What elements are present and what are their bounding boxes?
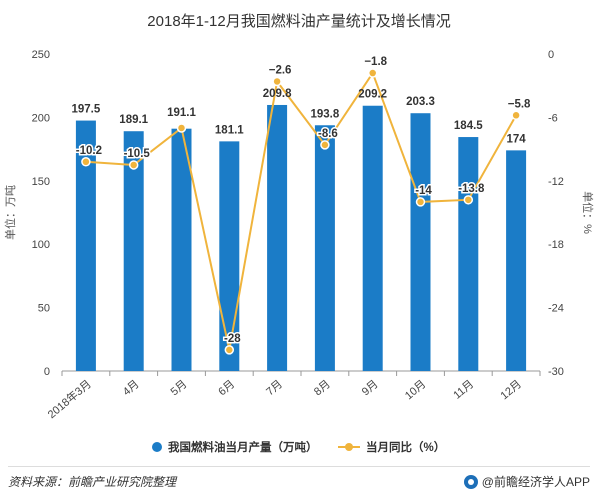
chart: 2018年1-12月我国燃料油产量统计及增长情况 0 50 100 150 200 250… [3, 12, 595, 454]
bar [171, 128, 192, 371]
x-tick-label: 4月 [121, 378, 142, 398]
line-point [415, 197, 426, 207]
line-point [176, 123, 187, 133]
data-labels: 197.5 189.1 191.1 181.1 209.8 193.8 209.2 203.3… [72, 55, 533, 347]
x-tick-label: 8月 [312, 378, 333, 398]
bar [458, 137, 479, 371]
bar [506, 150, 527, 371]
x-tick-label: 11月 [451, 378, 476, 402]
chart-title: 2018年1-12月我国燃料油产量统计及增长情况 [147, 12, 450, 30]
legend-line-label: 当月同比（%） [366, 440, 445, 454]
y-right-tick-label: 0 [548, 49, 554, 61]
bar-value-label: 191.1 [167, 107, 196, 119]
bar-value-label: 193.8 [311, 108, 340, 120]
bar-value-label: 209.8 [263, 88, 292, 100]
line-point [272, 76, 282, 87]
y-right-tick-label: -6 [548, 112, 558, 124]
y-left-tick-label: 250 [32, 49, 50, 61]
y-right-tick-label: -24 [548, 303, 564, 315]
line-point [320, 140, 330, 150]
brand-logo-icon [463, 474, 478, 489]
legend-bar-marker [152, 442, 162, 452]
y-left-axis-label: 单位：万吨 [3, 185, 17, 240]
line-point [511, 110, 521, 121]
bar [219, 141, 240, 371]
bar [410, 113, 431, 371]
x-tick-label: 5月 [169, 378, 190, 398]
x-tick-label: 12月 [499, 378, 525, 402]
bar-value-label: 184.5 [454, 120, 483, 132]
source-note: 资料来源：前瞻产业研究院整理 [8, 475, 177, 489]
line-value-label: -13.8 [458, 183, 485, 195]
y-right-tick-label: -12 [548, 176, 564, 188]
y-right-tick-label: -30 [548, 366, 564, 378]
line-point [224, 345, 235, 355]
footer-divider [8, 466, 590, 467]
line-value-label: -14 [415, 185, 432, 197]
line-path [85, 70, 517, 351]
x-tick-label: 6月 [216, 378, 237, 398]
x-tick-label: 2018年3月 [45, 377, 94, 422]
brand-text: @前瞻经济学人APP [481, 475, 590, 489]
line-value-label: -10.5 [124, 148, 151, 160]
y-left-tick-label: 50 [38, 303, 50, 315]
line-value-label: -28 [224, 333, 241, 345]
bar [267, 104, 288, 371]
line-point [463, 195, 474, 205]
legend-line-dot [345, 443, 353, 451]
x-tick-label: 9月 [360, 378, 381, 398]
y-left-tick-label: 150 [32, 176, 50, 188]
y-right-axis-label: 单位：% [581, 191, 595, 234]
bar-value-label: 189.1 [119, 114, 148, 126]
y-left-tick-label: 0 [44, 366, 50, 378]
line-value-label: −5.8 [508, 98, 531, 110]
legend-bar-label: 我国燃料油当月产量（万吨） [168, 440, 318, 454]
legend: 我国燃料油当月产量（万吨） 当月同比（%） [152, 440, 445, 454]
line-point [367, 68, 378, 78]
axes: 0 50 100 150 200 250 0 -6 -12 -18 -24 -30 单位：万吨 单位：% 2… [3, 49, 595, 421]
line-series [81, 68, 521, 355]
line-point [81, 157, 91, 167]
bar-value-label: 174 [507, 133, 527, 145]
bars [75, 104, 527, 371]
bar-value-label: 197.5 [72, 104, 101, 116]
y-right-tick-label: -18 [548, 239, 564, 251]
y-left-tick-label: 100 [32, 239, 50, 251]
line-value-label: -10.2 [76, 145, 102, 157]
y-left-tick-label: 200 [32, 112, 50, 124]
bar-value-label: 209.2 [358, 89, 387, 101]
bar [314, 125, 335, 371]
bar-value-label: 203.3 [406, 96, 435, 108]
bar-value-label: 181.1 [215, 124, 244, 136]
bar [362, 105, 383, 371]
line-value-label: −1.8 [364, 56, 387, 68]
bar [75, 120, 96, 371]
x-tick-label: 10月 [403, 378, 429, 402]
line-point [128, 160, 139, 170]
line-value-label: -8.6 [318, 128, 338, 140]
line-value-label: −2.6 [269, 64, 292, 76]
brand-note: @前瞻经济学人APP [463, 473, 590, 490]
x-tick-label: 7月 [264, 378, 285, 398]
bar [123, 131, 144, 371]
